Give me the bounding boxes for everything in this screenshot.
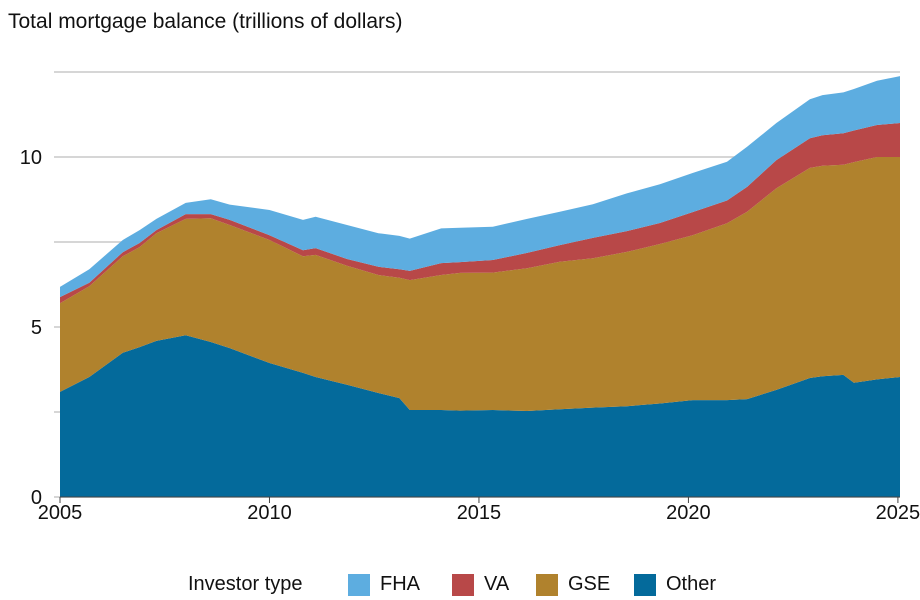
area-gse xyxy=(60,157,900,411)
legend-label-va: VA xyxy=(484,573,510,595)
x-tick-label: 2015 xyxy=(457,502,502,524)
area-other xyxy=(60,335,900,497)
x-tick-label: 2020 xyxy=(666,502,711,524)
legend-swatch-other xyxy=(634,574,656,596)
y-tick-label: 5 xyxy=(31,317,42,339)
legend: Investor type FHA VA GSE Other xyxy=(188,573,716,596)
legend-swatch-fha xyxy=(348,574,370,596)
legend-label-other: Other xyxy=(666,573,716,595)
x-tick-label: 2010 xyxy=(247,502,292,524)
chart-title: Total mortgage balance (trillions of dol… xyxy=(8,10,403,33)
legend-swatch-gse xyxy=(536,574,558,596)
legend-title: Investor type xyxy=(188,573,303,595)
legend-label-fha: FHA xyxy=(380,573,421,595)
area-fha xyxy=(60,76,900,298)
legend-swatch-va xyxy=(452,574,474,596)
area-va xyxy=(60,123,900,304)
legend-label-gse: GSE xyxy=(568,573,610,595)
y-tick-label: 0 xyxy=(31,487,42,509)
x-axis-ticks: 2005 2010 2015 2020 2025 xyxy=(38,496,920,524)
x-tick-label: 2025 xyxy=(876,502,920,524)
y-tick-label: 10 xyxy=(20,147,42,169)
x-tick-label: 2005 xyxy=(38,502,83,524)
y-axis-ticks: 0 5 10 xyxy=(20,147,42,509)
area-series xyxy=(60,76,900,497)
